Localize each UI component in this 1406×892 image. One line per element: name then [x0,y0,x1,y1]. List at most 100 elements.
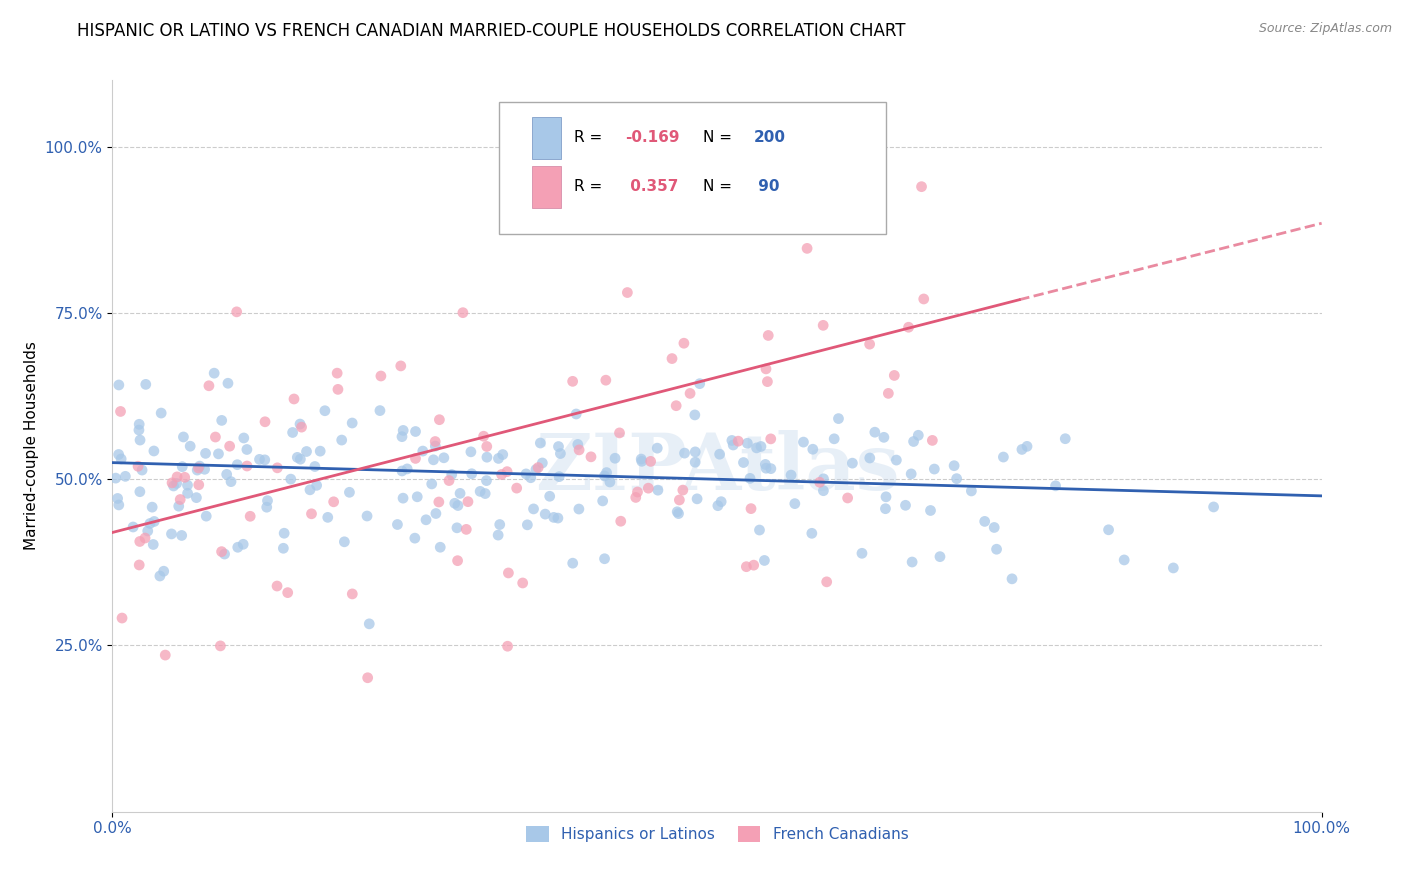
Point [249,452,271,467]
Point [198,378,221,392]
Point [253,453,276,467]
Point [176,478,198,492]
Point [211,413,233,427]
Point [875,490,897,504]
Point [837,491,859,505]
Point [1001,572,1024,586]
Point [592,494,614,508]
Point [823,432,845,446]
Point [755,362,778,376]
Point [285,450,308,465]
Text: 90: 90 [754,178,780,194]
Point [295,444,318,458]
Point [735,559,758,574]
Point [883,368,905,383]
Point [683,408,706,422]
Point [1011,442,1033,457]
Point [579,450,602,464]
Point [387,517,409,532]
Point [538,489,561,503]
Point [630,454,652,468]
Point [322,495,344,509]
Point [609,425,631,440]
Point [415,513,437,527]
Point [624,491,647,505]
Point [907,428,929,442]
Point [142,537,165,551]
Point [960,483,983,498]
Point [668,492,690,507]
Point [756,375,779,389]
Point [1163,561,1185,575]
Point [391,430,413,444]
Point [172,430,194,444]
Point [474,486,496,500]
Text: R =: R = [575,130,603,145]
Point [392,491,415,505]
Point [894,498,917,512]
Point [437,474,460,488]
Point [128,484,150,499]
Point [754,553,776,567]
Point [179,439,201,453]
Point [391,464,413,478]
Point [524,462,547,476]
Point [603,451,626,466]
Point [392,424,415,438]
Point [160,527,183,541]
Point [239,509,262,524]
Point [754,458,776,472]
Point [875,501,897,516]
Point [686,491,709,506]
Text: -0.169: -0.169 [626,130,679,145]
Point [863,425,886,440]
Point [149,569,172,583]
Point [214,547,236,561]
Point [595,466,617,480]
Point [309,444,332,458]
Point [298,483,321,497]
Point [215,467,238,482]
Point [801,442,824,457]
Point [290,452,312,467]
Point [548,469,571,483]
Point [404,531,426,545]
Point [475,474,498,488]
Point [647,483,669,498]
Point [281,425,304,440]
Point [851,546,873,560]
Point [226,541,249,555]
Point [460,445,482,459]
Point [561,556,583,570]
Point [150,406,173,420]
Point [236,442,259,457]
Point [167,499,190,513]
Point [522,502,544,516]
Point [110,404,132,418]
Point [1202,500,1225,514]
Text: ZIPAtlas: ZIPAtlas [534,430,900,506]
Point [304,459,326,474]
Point [543,510,565,524]
Point [169,492,191,507]
Point [114,469,136,483]
Point [266,460,288,475]
Point [901,555,924,569]
Point [943,458,966,473]
Point [920,503,942,517]
Point [207,447,229,461]
Point [516,517,538,532]
Text: 0.357: 0.357 [626,178,679,194]
Point [443,496,465,510]
Point [672,336,695,351]
Point [759,432,782,446]
Point [127,459,149,474]
Text: 200: 200 [754,130,786,145]
Point [225,305,247,319]
Point [449,486,471,500]
Point [792,435,814,450]
Point [433,450,456,465]
Point [195,509,218,524]
Point [202,366,225,380]
Point [561,375,583,389]
